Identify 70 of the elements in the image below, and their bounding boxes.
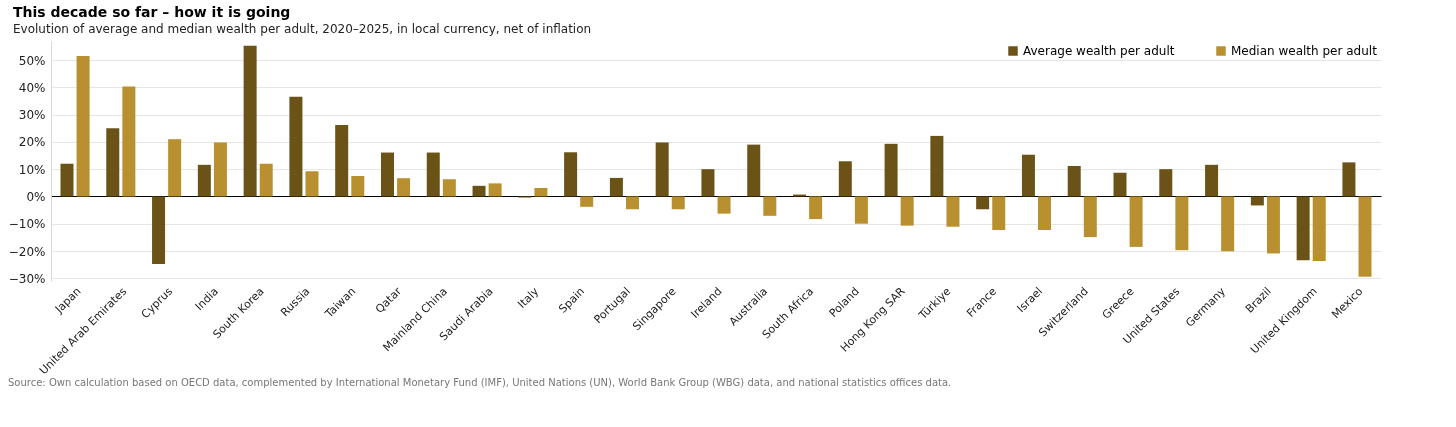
bar xyxy=(106,128,120,197)
y-tick-label: 0% xyxy=(26,189,46,204)
y-tick-label: 30% xyxy=(18,108,46,123)
bar xyxy=(1083,196,1097,238)
bar xyxy=(747,144,761,197)
bar xyxy=(335,125,349,197)
chart-subtitle: Evolution of average and median wealth per adult, 2020–2025, in local currency, net of inflation xyxy=(13,22,592,36)
bar xyxy=(122,86,136,197)
bar xyxy=(625,196,639,210)
bar xyxy=(1312,196,1326,262)
bar xyxy=(1342,162,1356,197)
bar xyxy=(60,163,74,197)
bar xyxy=(809,196,823,220)
bar xyxy=(259,163,273,197)
bar xyxy=(671,196,685,210)
y-tick-label: −20% xyxy=(8,244,46,259)
bar xyxy=(992,196,1006,230)
bar xyxy=(534,188,548,197)
bar xyxy=(609,177,623,197)
bar xyxy=(380,152,394,197)
bar xyxy=(1221,196,1235,252)
bar xyxy=(900,196,914,226)
bar xyxy=(1159,169,1173,197)
bar xyxy=(655,142,669,197)
source-note: Source: Own calculation based on OECD data, complemented by International Monetary Fund (IMF), United Nations (UN), World Bank Group (WBG) data, and national statistics offices data. xyxy=(7,377,953,388)
bar xyxy=(1038,196,1052,230)
y-tick-label: −30% xyxy=(8,271,46,286)
bar xyxy=(351,176,365,197)
bar xyxy=(1296,196,1310,261)
bar xyxy=(1266,196,1280,254)
bar xyxy=(426,152,440,197)
bar xyxy=(946,196,960,227)
bar xyxy=(701,169,715,197)
bar xyxy=(884,143,898,197)
bar xyxy=(838,161,852,197)
bar xyxy=(1129,196,1143,247)
bar xyxy=(717,196,731,214)
legend-label: Average wealth per adult xyxy=(1023,44,1175,58)
bar xyxy=(305,171,319,197)
bar xyxy=(472,185,486,197)
bar xyxy=(580,196,594,207)
bar xyxy=(1021,154,1035,197)
bar xyxy=(397,178,411,197)
bar xyxy=(197,164,211,197)
bar xyxy=(1250,196,1264,206)
bar xyxy=(213,142,227,197)
bar xyxy=(152,196,166,265)
bar xyxy=(1205,164,1219,197)
bar xyxy=(1175,196,1189,251)
bar xyxy=(442,179,456,197)
y-tick-label: 10% xyxy=(18,162,46,177)
chart-title: This decade so far – how it is going xyxy=(13,4,291,20)
bar xyxy=(168,139,182,197)
bar xyxy=(76,56,90,197)
bar xyxy=(1113,172,1127,197)
y-tick-label: 20% xyxy=(18,135,46,150)
bar xyxy=(243,45,257,197)
bar xyxy=(1067,165,1081,197)
bar xyxy=(289,96,303,197)
bar xyxy=(1358,196,1372,277)
bar xyxy=(854,196,868,224)
y-tick-label: 40% xyxy=(18,80,46,95)
y-tick-label: −10% xyxy=(8,217,46,232)
bar xyxy=(564,152,578,197)
y-tick-label: 50% xyxy=(18,53,46,68)
legend-label: Median wealth per adult xyxy=(1231,44,1378,58)
bar xyxy=(976,196,990,210)
bar xyxy=(763,196,777,216)
bar xyxy=(930,135,944,197)
bar xyxy=(488,183,502,197)
